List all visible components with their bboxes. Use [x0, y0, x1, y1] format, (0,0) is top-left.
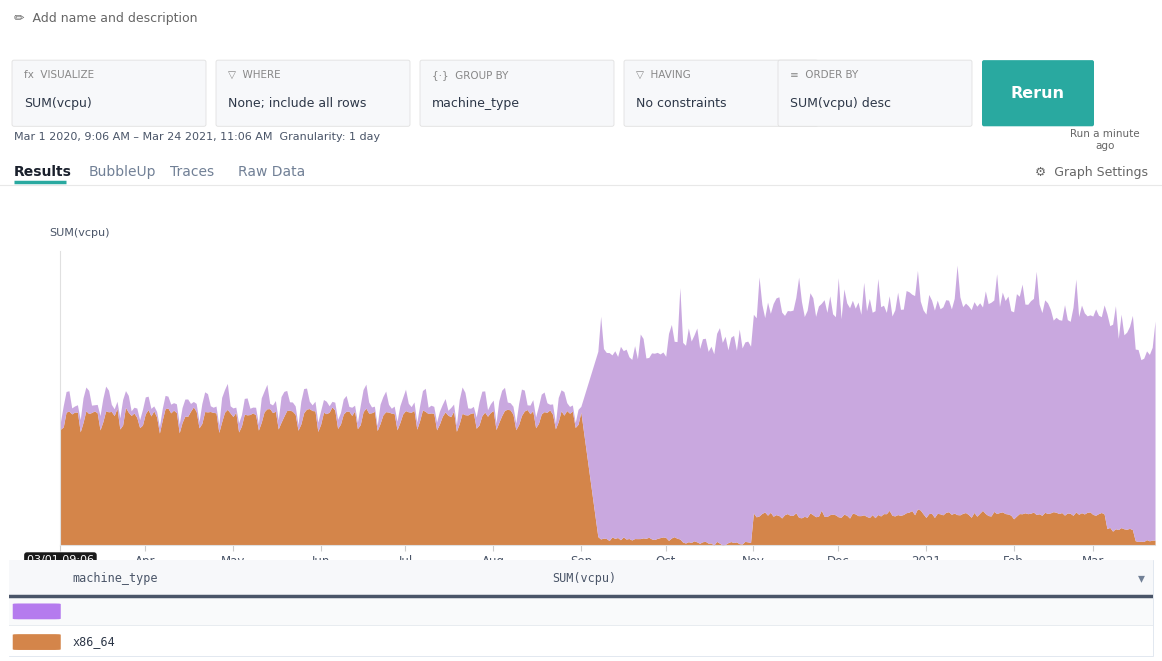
- Text: machine_type: machine_type: [72, 572, 158, 584]
- FancyBboxPatch shape: [9, 560, 1153, 656]
- FancyBboxPatch shape: [982, 60, 1093, 126]
- Text: {·}  GROUP BY: {·} GROUP BY: [432, 70, 509, 80]
- Text: Traces: Traces: [171, 165, 215, 179]
- Text: None; include all rows: None; include all rows: [228, 97, 366, 110]
- Text: BubbleUp: BubbleUp: [88, 165, 156, 179]
- Text: SUM(vcpu) desc: SUM(vcpu) desc: [790, 97, 891, 110]
- Bar: [9, 626, 1153, 656]
- Text: Rerun: Rerun: [1011, 86, 1066, 100]
- FancyBboxPatch shape: [419, 60, 614, 126]
- Text: x86_64: x86_64: [72, 635, 115, 648]
- Text: 0: 0: [51, 563, 58, 573]
- FancyBboxPatch shape: [12, 60, 206, 126]
- Text: ▾: ▾: [1138, 571, 1145, 585]
- FancyBboxPatch shape: [13, 634, 60, 650]
- Text: ≡  ORDER BY: ≡ ORDER BY: [790, 70, 859, 80]
- Text: Run a minute
ago: Run a minute ago: [1070, 130, 1140, 151]
- Bar: [9, 598, 1153, 625]
- Text: ▽  WHERE: ▽ WHERE: [228, 70, 281, 80]
- Text: No constraints: No constraints: [636, 97, 726, 110]
- Text: SUM(vcpu): SUM(vcpu): [552, 572, 617, 584]
- Text: Results: Results: [14, 165, 72, 179]
- Text: machine_type: machine_type: [432, 97, 521, 110]
- FancyBboxPatch shape: [779, 60, 971, 126]
- Text: SUM(vcpu): SUM(vcpu): [24, 97, 92, 110]
- FancyBboxPatch shape: [13, 603, 60, 619]
- Bar: [9, 560, 1153, 596]
- FancyBboxPatch shape: [624, 60, 818, 126]
- Text: Mar 1 2020, 9:06 AM – Mar 24 2021, 11:06 AM  Granularity: 1 day: Mar 1 2020, 9:06 AM – Mar 24 2021, 11:06…: [14, 132, 380, 142]
- Text: ▽  HAVING: ▽ HAVING: [636, 70, 690, 80]
- Text: SUM(vcpu): SUM(vcpu): [50, 227, 110, 238]
- Text: ✏  Add name and description: ✏ Add name and description: [14, 12, 198, 25]
- FancyBboxPatch shape: [216, 60, 410, 126]
- Text: ⚙  Graph Settings: ⚙ Graph Settings: [1035, 167, 1148, 179]
- Text: fx  VISUALIZE: fx VISUALIZE: [24, 70, 94, 80]
- Text: Raw Data: Raw Data: [237, 165, 304, 179]
